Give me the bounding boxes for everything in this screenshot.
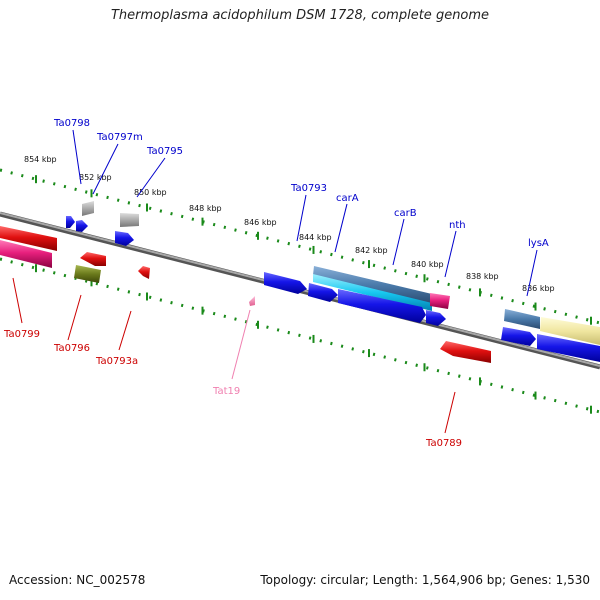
- gene-feature[interactable]: [537, 334, 600, 362]
- gene-label[interactable]: nth: [449, 220, 466, 231]
- accession-text: Accession: NC_002578: [9, 573, 146, 587]
- gene-label[interactable]: Ta0799: [3, 329, 40, 340]
- gene-feature[interactable]: [338, 289, 426, 323]
- gene-labels-top: Ta0798 Ta0797m Ta0795 Ta0793 carA carB n…: [53, 118, 549, 249]
- gene-feature[interactable]: [82, 201, 94, 216]
- topology-text: Topology: circular; Length: 1,564,906 bp…: [260, 573, 590, 587]
- gene-feature[interactable]: [120, 213, 139, 227]
- reverse-strand-features: [0, 226, 491, 363]
- gene-feature[interactable]: [74, 265, 101, 283]
- scale-label: 844 kbp: [299, 233, 332, 242]
- gene-label[interactable]: Ta0793a: [95, 356, 138, 367]
- gene-feature[interactable]: [264, 272, 307, 294]
- gene-feature[interactable]: [0, 240, 52, 268]
- gene-feature[interactable]: [440, 341, 491, 363]
- scale-label: 852 kbp: [79, 173, 112, 182]
- major-ticks: [35, 175, 592, 414]
- trna-feature[interactable]: [249, 296, 255, 306]
- gene-feature[interactable]: [0, 226, 57, 251]
- scale-label: 840 kbp: [411, 260, 444, 269]
- gene-feature[interactable]: [313, 274, 432, 311]
- scale-label: 846 kbp: [244, 218, 277, 227]
- scale-track-inner: [0, 257, 600, 414]
- map-title: Thermoplasma acidophilum DSM 1728, compl…: [110, 8, 490, 23]
- gene-label[interactable]: Ta0795: [146, 146, 183, 157]
- scale-label: 836 kbp: [522, 284, 555, 293]
- trna-label[interactable]: Tat19: [212, 386, 240, 397]
- gene-label[interactable]: carB: [394, 208, 417, 219]
- gene-feature[interactable]: [76, 220, 88, 232]
- gene-feature[interactable]: [501, 327, 536, 346]
- scale-label: 838 kbp: [466, 272, 499, 281]
- gene-feature[interactable]: [504, 309, 540, 329]
- gene-label[interactable]: Ta0798: [53, 118, 90, 129]
- scale-labels: 854 kbp 852 kbp 850 kbp 848 kbp 846 kbp …: [24, 155, 555, 293]
- gene-feature[interactable]: [313, 266, 432, 304]
- label-leaders: [12, 129, 538, 434]
- scale-label: 850 kbp: [134, 188, 167, 197]
- gene-label[interactable]: carA: [336, 193, 359, 204]
- gene-feature[interactable]: [138, 266, 150, 279]
- scale-label: 854 kbp: [24, 155, 57, 164]
- gene-label[interactable]: lysA: [528, 238, 549, 249]
- gene-feature[interactable]: [426, 310, 446, 326]
- gene-feature[interactable]: [430, 293, 450, 309]
- gene-feature[interactable]: [80, 252, 106, 266]
- gene-labels-bottom: Ta0799 Ta0796 Ta0793a Tat19 Ta0789: [3, 329, 462, 449]
- gene-label[interactable]: Ta0789: [425, 438, 462, 449]
- gene-feature[interactable]: [115, 231, 134, 246]
- gene-feature[interactable]: [540, 317, 600, 345]
- scale-label: 842 kbp: [355, 246, 388, 255]
- gene-label[interactable]: Ta0796: [53, 343, 90, 354]
- scale-track-outer: [0, 168, 600, 325]
- gene-label[interactable]: Ta0797m: [96, 132, 143, 143]
- forward-strand-features: [66, 201, 600, 362]
- gene-feature[interactable]: [66, 216, 75, 228]
- scale-label: 848 kbp: [189, 204, 222, 213]
- gene-label[interactable]: Ta0793: [290, 183, 327, 194]
- gene-feature[interactable]: [308, 283, 338, 302]
